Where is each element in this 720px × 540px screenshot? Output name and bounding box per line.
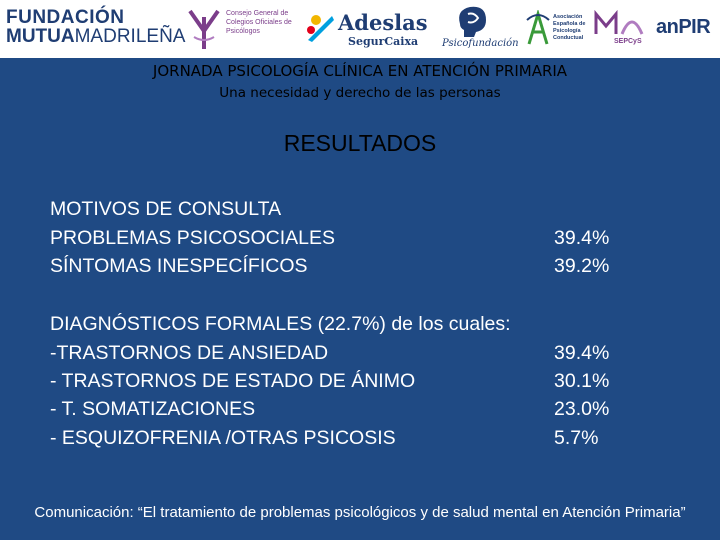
footer-communication: Comunicación: “El tratamiento de problem… xyxy=(34,504,686,521)
sepcys-mark-icon xyxy=(594,9,644,35)
anpir-logo: anPIR xyxy=(656,16,711,38)
diagnostico-label: -TRASTORNOS DE ANSIEDAD xyxy=(50,342,329,364)
diagnostico-value: 23.0% xyxy=(554,398,610,420)
diagnostico-label: - TRASTORNOS DE ESTADO DE ÁNIMO xyxy=(50,370,416,392)
head-profile-icon xyxy=(459,6,486,37)
motivos-label: SÍNTOMAS INESPECÍFICOS xyxy=(50,255,308,277)
diagnostico-value: 30.1% xyxy=(554,370,610,392)
diagnostico-row: - TRASTORNOS DE ESTADO DE ÁNIMO 30.1% xyxy=(50,370,690,393)
motivos-row: SÍNTOMAS INESPECÍFICOS 39.2% xyxy=(50,255,690,278)
fmm-logo-line1: FUNDACIÓN xyxy=(6,7,125,28)
diagnostico-value: 39.4% xyxy=(554,342,610,364)
diagnostico-row: - ESQUIZOFRENIA /OTRAS PSICOSIS 5.7% xyxy=(50,427,690,450)
diagnostico-label: - ESQUIZOFRENIA /OTRAS PSICOSIS xyxy=(50,427,396,449)
aepc-logo-text: Asociación Española de Psicología Conduc… xyxy=(553,14,586,41)
adeslas-name: Adeslas xyxy=(338,10,428,35)
psicofundacion-text: Psicofundación xyxy=(442,38,519,49)
diagnosticos-heading: DIAGNÓSTICOS FORMALES (22.7%) de los cua… xyxy=(50,313,511,335)
motivos-row: PROBLEMAS PSICOSOCIALES 39.4% xyxy=(50,227,690,250)
diagnostico-value: 5.7% xyxy=(554,427,599,449)
cgcop-logo-text: Consejo General de Colegios Oficiales de… xyxy=(226,10,292,35)
diagnostico-label: - T. SOMATIZACIONES xyxy=(50,398,256,420)
section-heading: RESULTADOS xyxy=(283,130,437,156)
sepcys-logo: SEPCyS xyxy=(592,8,648,52)
fmm-logo-mutua: MUTUA xyxy=(6,26,75,47)
fmm-logo-line2: MUTUAMADRILEÑA xyxy=(6,27,185,46)
sepcys-logo-text: SEPCyS xyxy=(614,38,642,45)
psicofundacion-logo: Psicofundación xyxy=(440,4,519,54)
logo-bar: FUNDACIÓN MUTUAMADRILEÑA Consejo General… xyxy=(0,0,720,58)
fundacion-mutua-madrilena-logo: FUNDACIÓN MUTUAMADRILEÑA xyxy=(6,8,185,46)
fmm-logo-madrilena: MADRILEÑA xyxy=(74,26,186,47)
motivos-value: 39.2% xyxy=(554,255,610,277)
motivos-heading: MOTIVOS DE CONSULTA xyxy=(50,198,282,220)
psi-symbol-icon xyxy=(188,9,220,49)
adeslas-sub: SegurCaixa xyxy=(348,35,419,48)
diagnostico-row: - T. SOMATIZACIONES 23.0% xyxy=(50,398,690,421)
aepc-mark-icon xyxy=(526,10,550,45)
page-title: JORNADA PSICOLOGÍA CLÍNICA EN ATENCIÓN P… xyxy=(152,62,568,80)
consejo-psicologos-logo: Consejo General de Colegios Oficiales de… xyxy=(184,7,294,51)
motivos-label: PROBLEMAS PSICOSOCIALES xyxy=(50,227,336,249)
motivos-value: 39.4% xyxy=(554,227,610,249)
diagnostico-row: -TRASTORNOS DE ANSIEDAD 39.4% xyxy=(50,342,690,365)
adeslas-logo: Adeslas SegurCaixa xyxy=(304,8,428,52)
aepc-logo: Asociación Española de Psicología Conduc… xyxy=(525,10,587,50)
caixa-star-icon xyxy=(307,15,334,42)
page-subtitle: Una necesidad y derecho de las personas xyxy=(219,85,501,101)
